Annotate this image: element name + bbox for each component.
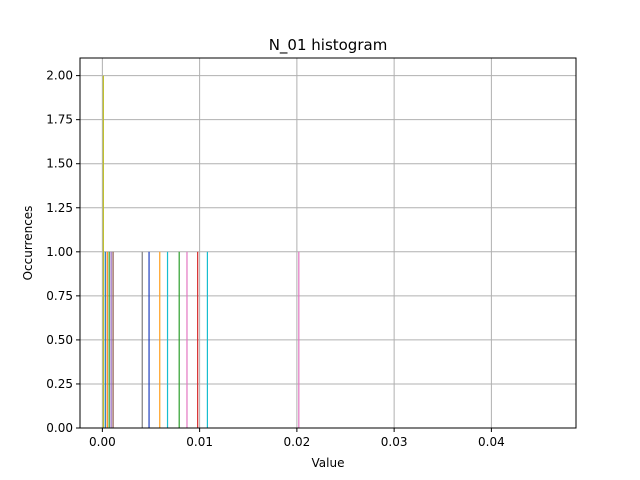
y-tick-label: 1.50 <box>46 157 73 171</box>
x-axis-label: Value <box>312 456 345 470</box>
y-tick-label: 1.75 <box>46 113 73 127</box>
histogram-bar <box>102 75 104 428</box>
y-tick-label: 0.25 <box>46 377 73 391</box>
grid <box>80 58 576 429</box>
histogram-bar <box>110 251 112 428</box>
histogram-bar <box>186 251 188 428</box>
histogram-bar <box>108 251 110 428</box>
histogram-bar <box>166 251 169 428</box>
histogram-bar <box>106 251 108 428</box>
chart-title: N_01 histogram <box>269 36 388 55</box>
histogram-bar <box>141 251 143 428</box>
y-axis-label: Occurrences <box>21 206 35 281</box>
x-tick-label: 0.00 <box>89 435 116 449</box>
histogram-bar <box>148 251 150 428</box>
x-tick-label: 0.04 <box>478 435 505 449</box>
y-tick-label: 0.00 <box>46 421 73 435</box>
y-tick-label: 0.75 <box>46 289 73 303</box>
x-tick-label: 0.01 <box>186 435 213 449</box>
histogram-bar <box>197 251 199 428</box>
y-tick-label: 0.50 <box>46 333 73 347</box>
histogram-bar <box>206 251 209 428</box>
y-tick-label: 1.25 <box>46 201 73 215</box>
x-tick-label: 0.03 <box>381 435 408 449</box>
histogram-bar <box>112 251 114 428</box>
histogram-bar <box>178 251 180 428</box>
y-tick-label: 2.00 <box>46 69 73 83</box>
histogram-bar <box>298 251 300 428</box>
y-tick-label: 1.00 <box>46 245 73 259</box>
histogram-bar <box>159 251 161 428</box>
plot-frame <box>79 57 577 429</box>
histogram-bar <box>104 251 106 428</box>
bars <box>102 75 300 428</box>
x-tick-label: 0.02 <box>284 435 311 449</box>
ticks: 0.00 0.01 0.02 0.03 0.04 0.00 0.25 0.50 0.75 1.00… <box>46 69 504 449</box>
